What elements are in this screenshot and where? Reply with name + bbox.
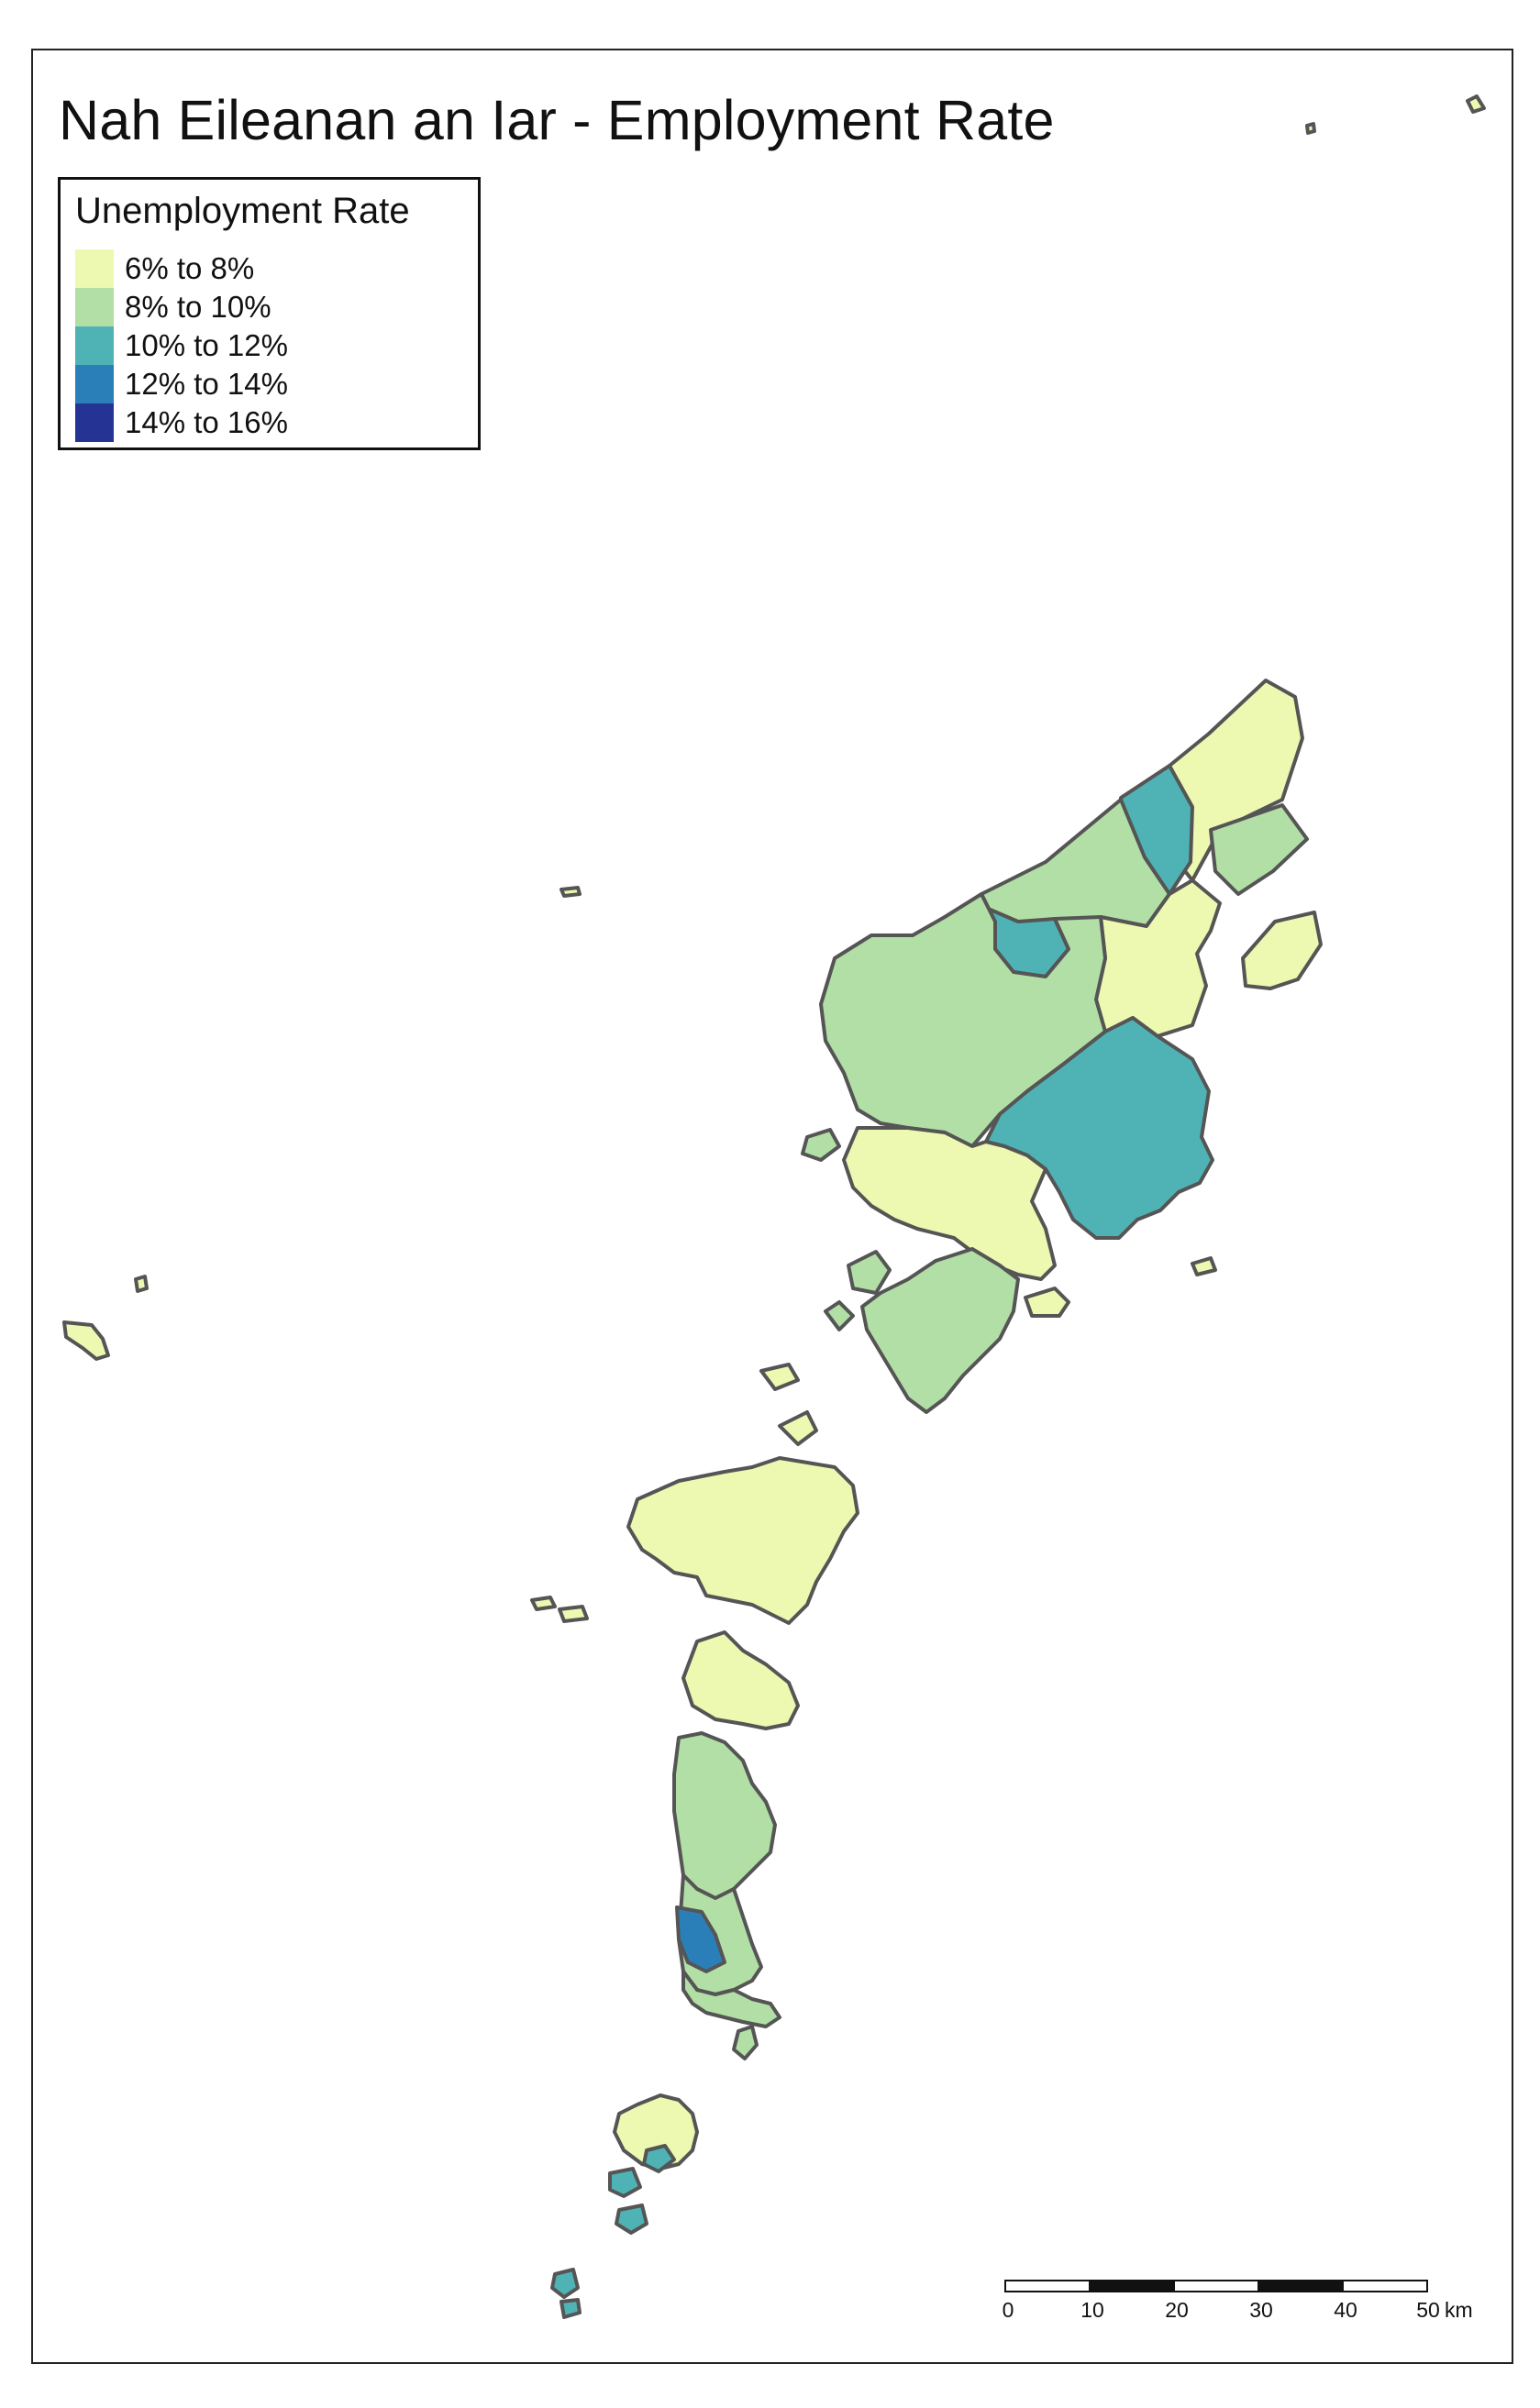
region-berneray-south	[559, 2298, 582, 2319]
region-berneray	[824, 1300, 855, 1331]
scale-segment	[1342, 2280, 1428, 2292]
legend-item: 14% to 16%	[75, 403, 288, 442]
legend-item: 6% to 8%	[75, 249, 254, 288]
region-st-kilda	[62, 1320, 110, 1361]
legend-label: 10% to 12%	[125, 328, 288, 362]
scale-tick-label: 50	[1416, 2298, 1440, 2322]
scale-bar: 0 10 20 30 40 50 km	[1002, 2280, 1473, 2335]
scale-tick-label: 10	[1080, 2298, 1104, 2322]
region-south-uist-north	[672, 1731, 777, 1900]
region-bernera	[801, 1128, 841, 1162]
scale-segment	[1004, 2280, 1091, 2292]
region-mingulay	[550, 2268, 580, 2299]
scale-tick-label: 30	[1249, 2298, 1273, 2322]
region-north-uist	[626, 1456, 859, 1625]
region-barra-south	[642, 2144, 676, 2173]
legend-item: 12% to 14%	[75, 365, 288, 403]
scale-segment	[1257, 2280, 1344, 2292]
region-eriskay	[732, 2025, 759, 2060]
region-vatersay	[608, 2167, 642, 2198]
region-benbecula	[681, 1630, 800, 1730]
scale-unit: km	[1445, 2298, 1473, 2322]
region-north-harris	[842, 1126, 1057, 1281]
legend-swatch	[75, 326, 114, 365]
region-south-uist-south	[681, 1970, 781, 2028]
legend-label: 8% to 10%	[125, 290, 271, 324]
map-title: Nah Eileanan an Iar - Employment Rate	[59, 89, 1055, 151]
legend-label: 6% to 8%	[125, 251, 255, 285]
region-point	[1241, 911, 1323, 990]
scale-tick-label: 20	[1165, 2298, 1189, 2322]
scale-tick-label: 40	[1334, 2298, 1357, 2322]
legend-swatch	[75, 249, 114, 288]
region-pabbay	[759, 1363, 800, 1391]
region-shiant	[1191, 1256, 1217, 1276]
legend-swatch	[75, 403, 114, 442]
legend-item: 10% to 12%	[75, 326, 288, 365]
region-monach	[530, 1596, 557, 1611]
region-flannan	[559, 886, 582, 898]
region-sula-sgeir	[1305, 122, 1316, 135]
legend: Unemployment Rate 6% to 8% 8% to 10% 10%…	[58, 177, 481, 450]
region-boreray-stkilda	[134, 1275, 149, 1293]
region-sandray	[615, 2204, 648, 2235]
scale-segment	[1173, 2280, 1259, 2292]
region-barra	[613, 2093, 699, 2171]
legend-item: 8% to 10%	[75, 288, 271, 326]
scale-tick-label: 0	[1002, 2298, 1014, 2322]
legend-swatch	[75, 365, 114, 403]
region-heiskeir	[558, 1605, 589, 1623]
region-north-tolsta	[1209, 803, 1309, 896]
region-uig	[819, 892, 1107, 1148]
region-taransay	[847, 1250, 892, 1295]
region-daliburgh	[675, 1905, 726, 1973]
legend-swatch	[75, 288, 114, 326]
region-boreray	[778, 1410, 818, 1446]
legend-label: 14% to 16%	[125, 405, 288, 439]
region-scalpay	[1024, 1287, 1070, 1318]
region-north-rona	[1466, 94, 1486, 114]
region-south-harris	[860, 1247, 1020, 1414]
scale-segment	[1089, 2280, 1175, 2292]
legend-title: Unemployment Rate	[75, 191, 410, 231]
legend-label: 12% to 14%	[125, 367, 288, 401]
